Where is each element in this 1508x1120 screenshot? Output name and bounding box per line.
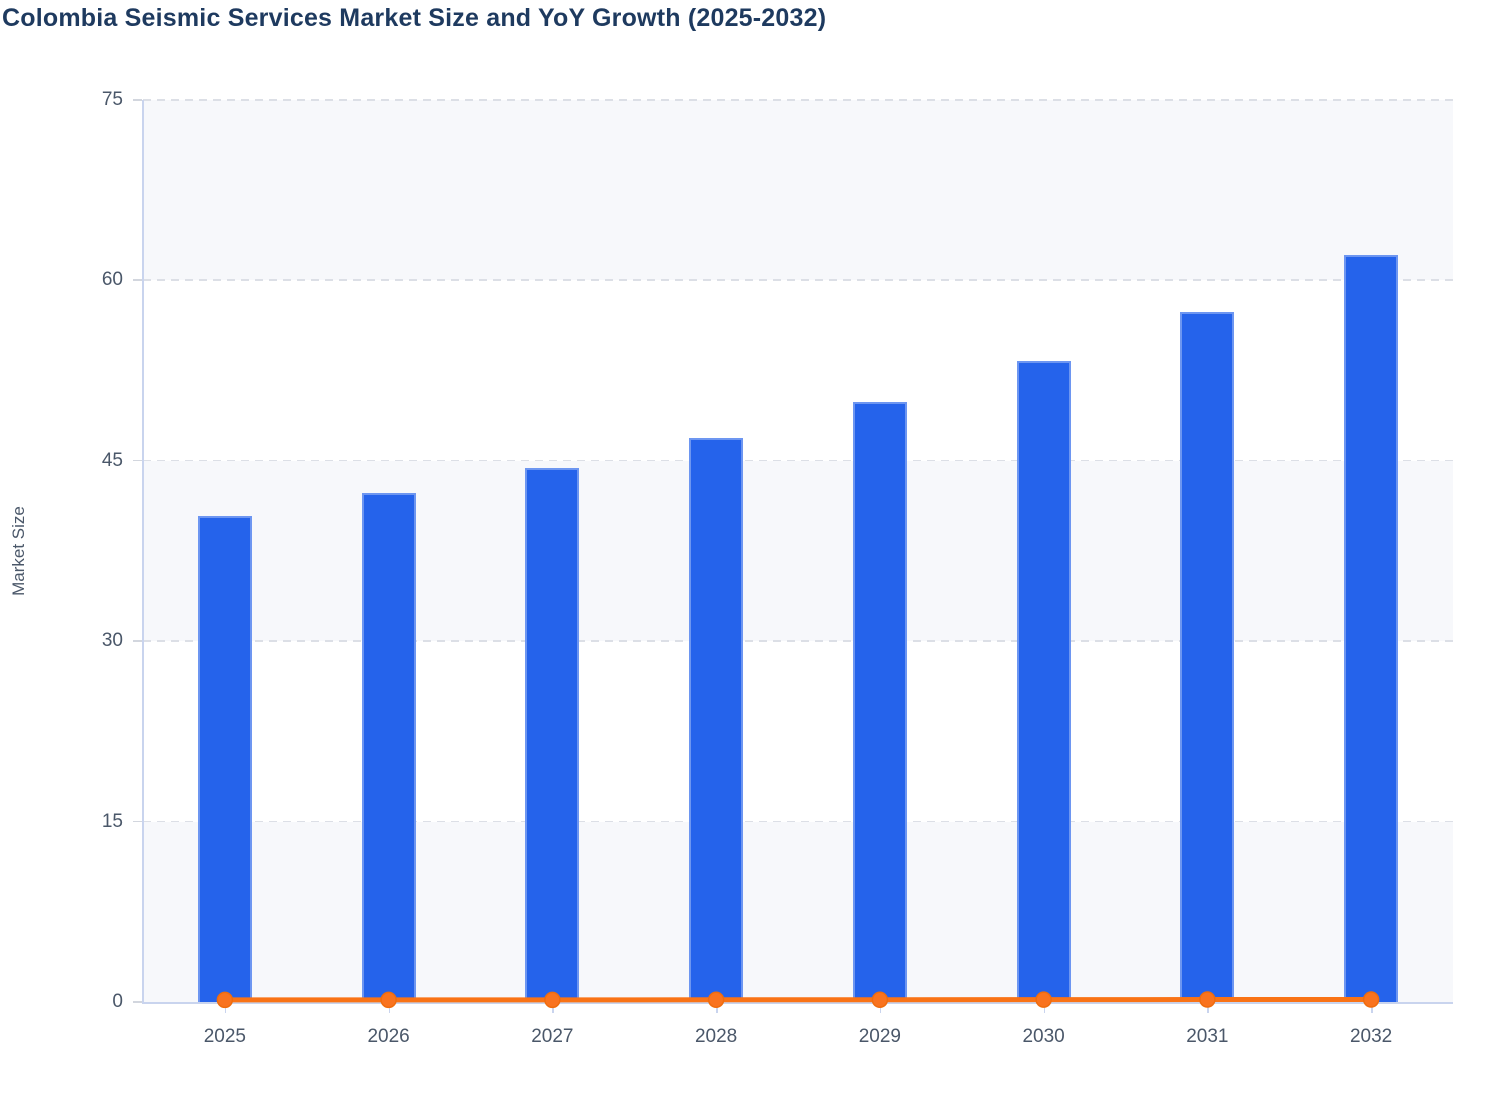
y-tick-label-45: 45 [101, 449, 123, 471]
bar-2028[interactable] [689, 437, 744, 1002]
yoy-marker-2026[interactable] [380, 991, 397, 1009]
x-axis-tick-2032 [1371, 1004, 1373, 1013]
y-axis-tick-30 [133, 640, 142, 642]
x-tick-label-2028: 2028 [694, 1026, 738, 1047]
yoy-marker-2029[interactable] [871, 991, 889, 1009]
yoy-marker-2027[interactable] [544, 991, 561, 1009]
x-tick-label-2029: 2029 [858, 1026, 902, 1047]
x-axis-tick-2027 [552, 1004, 554, 1013]
yoy-marker-2030[interactable] [1035, 991, 1052, 1008]
bar-2027[interactable] [525, 468, 580, 1002]
y-axis-tick-15 [133, 820, 142, 823]
yoy-marker-2025[interactable] [216, 991, 234, 1009]
yoy-marker-2028[interactable] [707, 991, 725, 1009]
bar-2030[interactable] [1016, 360, 1071, 1002]
plot-band [143, 641, 1453, 822]
yoy-marker-2032[interactable] [1362, 991, 1380, 1008]
x-tick-label-2027: 2027 [531, 1026, 574, 1047]
y-axis-tick-0 [133, 1001, 142, 1003]
y-tick-label-30: 30 [101, 630, 123, 652]
x-tick-label-2026: 2026 [367, 1026, 410, 1047]
y-tick-label-0: 0 [112, 991, 123, 1012]
x-axis-tick-2025 [224, 1004, 227, 1013]
x-axis-line [142, 1002, 1453, 1004]
x-axis-tick-2031 [1207, 1004, 1209, 1013]
plot-band [143, 460, 1453, 642]
bar-2025[interactable] [197, 516, 252, 1002]
y-tick-label-75: 75 [101, 89, 123, 110]
x-axis-tick-2026 [388, 1004, 391, 1013]
y-axis-tick-45 [133, 459, 142, 462]
x-axis-tick-2029 [879, 1004, 882, 1013]
gridline-75 [143, 99, 1453, 101]
plot-band [143, 100, 1453, 281]
bar-2032[interactable] [1344, 255, 1399, 1002]
chart-title: Colombia Seismic Services Market Size an… [2, 4, 827, 32]
bar-2031[interactable] [1180, 311, 1235, 1002]
y-tick-label-60: 60 [101, 269, 123, 291]
x-axis-tick-2028 [716, 1004, 718, 1013]
gridline-60 [143, 279, 1453, 281]
y-tick-label-15: 15 [101, 810, 123, 832]
x-tick-label-2030: 2030 [1022, 1026, 1065, 1047]
plot-band [143, 280, 1453, 461]
y-axis-tick-60 [133, 279, 142, 281]
y-axis-tick-75 [133, 99, 142, 101]
y-axis-line [142, 100, 144, 1003]
x-tick-label-2025: 2025 [203, 1026, 247, 1047]
plot-band [143, 821, 1453, 1002]
bar-2026[interactable] [361, 493, 416, 1002]
gridline-45 [143, 459, 1453, 462]
yoy-marker-2031[interactable] [1199, 991, 1216, 1008]
x-axis-tick-2030 [1043, 1004, 1046, 1013]
x-tick-label-2031: 2031 [1186, 1026, 1229, 1047]
gridline-15 [143, 820, 1453, 823]
bar-2029[interactable] [852, 401, 907, 1002]
x-tick-label-2032: 2032 [1349, 1026, 1393, 1047]
gridline-30 [143, 640, 1453, 642]
